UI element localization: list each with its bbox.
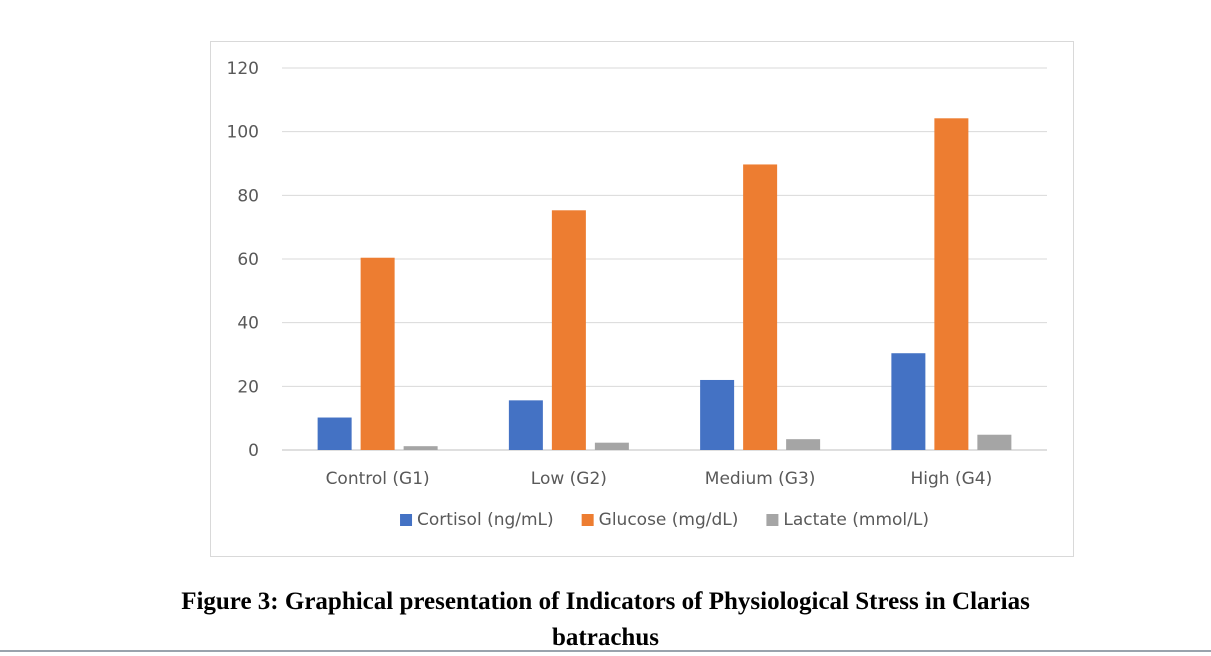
bar-lactate-2	[594, 442, 629, 450]
caption-line-2: batrachus	[552, 624, 659, 651]
bar-glucose-1	[360, 257, 395, 450]
legend-swatch	[581, 514, 594, 526]
legend-swatch	[400, 514, 413, 526]
figure-caption: Figure 3: Graphical presentation of Indi…	[0, 584, 1211, 656]
legend-swatch	[766, 514, 779, 526]
gridlines	[282, 67, 1047, 451]
x-tick-label: Control (G1)	[326, 469, 430, 489]
legend: Cortisol (ng/mL) Glucose (mg/dL) Lactate (…	[400, 510, 929, 530]
bar-glucose-4	[934, 118, 969, 451]
caption-line-1: Figure 3: Graphical presentation of Indi…	[181, 588, 1030, 615]
bar-cortisol-3	[700, 379, 735, 450]
bar-cortisol-1	[317, 417, 352, 450]
legend-label: Cortisol (ng/mL)	[417, 510, 554, 530]
legend-label: Lactate (mmol/L)	[783, 510, 929, 530]
bar-cortisol-4	[891, 353, 926, 450]
x-tick-label: Medium (G3)	[705, 469, 816, 489]
bar-glucose-3	[743, 164, 778, 450]
page-divider	[0, 650, 1211, 652]
bars	[317, 118, 1012, 451]
y-tick-label: 120	[227, 59, 259, 79]
y-tick-label: 0	[248, 441, 259, 461]
y-tick-label: 20	[237, 377, 259, 397]
legend-item-glucose: Glucose (mg/dL)	[581, 510, 739, 530]
x-tick-label: Low (G2)	[531, 469, 607, 489]
bar-lactate-4	[977, 434, 1012, 450]
legend-item-cortisol: Cortisol (ng/mL)	[400, 510, 554, 530]
y-tick-label: 80	[237, 186, 259, 206]
legend-item-lactate: Lactate (mmol/L)	[766, 510, 929, 530]
bar-glucose-2	[551, 210, 586, 450]
chart-area: 0 20 40 60 80 100 120 Control (G1) Low (G2) Medi…	[210, 41, 1074, 557]
y-tick-label: 100	[227, 123, 259, 143]
y-axis-tick-labels: 0 20 40 60 80 100 120	[227, 59, 259, 461]
bar-cortisol-2	[508, 400, 543, 450]
x-tick-label: High (G4)	[911, 469, 993, 489]
bar-lactate-3	[786, 439, 821, 450]
legend-label: Glucose (mg/dL)	[599, 510, 739, 530]
y-tick-label: 60	[237, 250, 259, 270]
x-axis-tick-labels: Control (G1) Low (G2) Medium (G3) High (G4)	[326, 469, 993, 489]
bar-lactate-1	[403, 446, 438, 450]
y-tick-label: 40	[237, 314, 259, 334]
bar-chart: 0 20 40 60 80 100 120 Control (G1) Low (G2) Medi…	[227, 59, 1047, 530]
